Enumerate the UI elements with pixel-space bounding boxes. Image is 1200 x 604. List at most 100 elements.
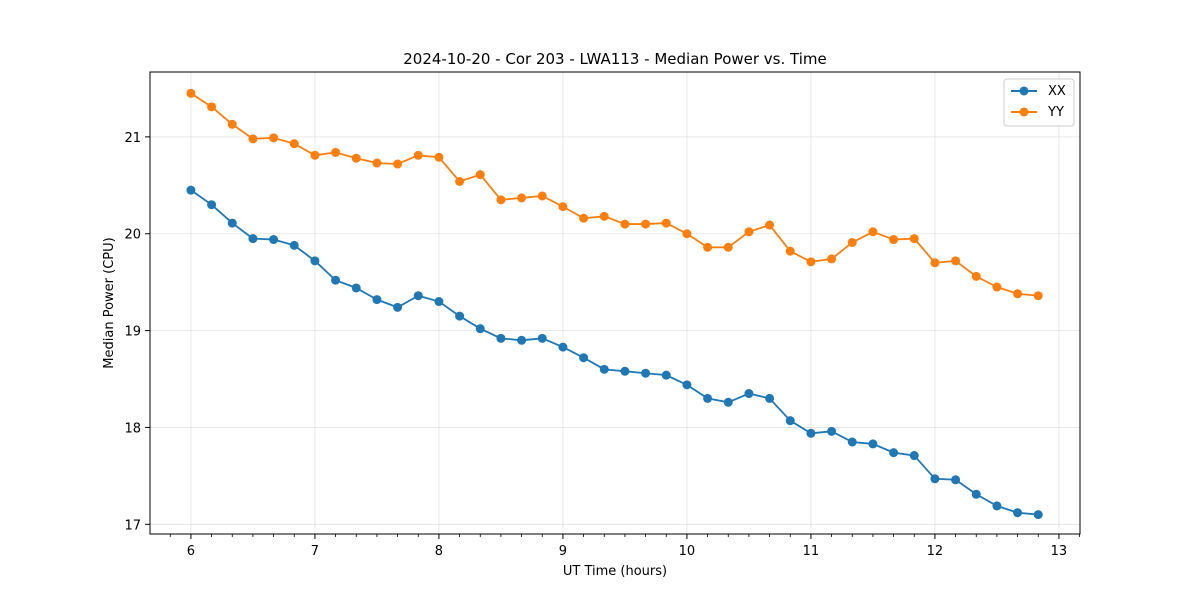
data-point-xx [599,364,609,374]
data-point-xx [744,389,754,399]
y-axis-label: Median Power (CPU) [102,237,117,368]
data-point-yy [703,242,713,252]
data-point-xx [847,437,857,447]
data-point-xx [806,428,816,438]
data-point-xx [889,448,899,458]
legend: XX YY [1003,78,1075,127]
data-point-yy [847,237,857,247]
series-layer [186,88,1043,520]
data-point-xx [579,353,589,363]
data-point-yy [1033,291,1043,301]
data-point-xx [723,397,733,407]
data-point-yy [289,139,299,149]
data-point-yy [930,258,940,268]
data-point-yy [620,219,630,229]
data-point-xx [455,311,465,321]
data-point-yy [186,88,196,98]
x-tick-label: 6 [187,544,195,559]
data-point-yy [434,152,444,162]
data-point-xx [827,426,837,436]
data-point-yy [641,219,651,229]
chart-title: 2024-10-20 - Cor 203 - LWA113 - Median P… [403,50,827,68]
data-point-yy [827,254,837,264]
data-point-xx [413,291,423,301]
data-point-xx [930,474,940,484]
data-point-xx [269,235,279,245]
data-point-yy [1013,289,1023,299]
plot-frame [149,71,1081,535]
legend-marker-yy [1019,107,1029,117]
y-tick-label: 19 [124,325,141,340]
data-point-yy [475,170,485,180]
data-point-yy [806,257,816,267]
data-point-yy [455,176,465,186]
data-point-yy [537,191,547,201]
data-point-yy [372,158,382,168]
data-point-xx [765,393,775,403]
data-point-xx [186,185,196,195]
data-point-yy [579,213,589,223]
data-point-yy [744,227,754,237]
y-tick-label: 17 [124,518,141,533]
data-point-yy [248,134,258,144]
y-tick-label: 21 [124,131,141,146]
x-tick-label: 12 [927,544,944,559]
data-point-xx [1033,510,1043,520]
x-tick-label: 13 [1051,544,1068,559]
data-point-xx [641,368,651,378]
data-point-yy [765,220,775,230]
legend-label-xx: XX [1048,84,1066,99]
data-point-yy [331,147,341,157]
data-point-xx [703,393,713,403]
x-tick-label: 8 [435,544,443,559]
data-point-yy [207,102,217,112]
data-point-yy [558,202,568,212]
y-tick-label: 18 [124,421,141,436]
data-point-xx [331,275,341,285]
data-point-xx [951,475,961,485]
data-point-xx [310,256,320,266]
data-point-yy [951,256,961,266]
data-point-xx [393,302,403,312]
legend-label-yy: YY [1047,105,1064,120]
data-point-yy [868,227,878,237]
data-point-yy [661,218,671,228]
data-point-xx [971,489,981,499]
data-point-xx [868,439,878,449]
x-axis-label: UT Time (hours) [563,564,667,579]
data-point-yy [269,133,279,143]
data-point-yy [909,234,919,244]
tick-layer: 6 7 8 9 10 11 12 13 17 18 19 20 21 [124,131,1080,559]
x-tick-label: 7 [311,544,319,559]
data-point-yy [723,242,733,252]
x-tick-label: 11 [803,544,820,559]
data-point-xx [1013,508,1023,518]
data-point-xx [517,335,527,345]
data-point-xx [289,240,299,250]
data-point-yy [496,195,506,205]
data-point-yy [971,271,981,281]
data-point-yy [599,211,609,221]
data-point-xx [475,324,485,334]
data-point-yy [517,193,527,203]
data-point-xx [248,234,258,244]
data-point-xx [992,501,1002,511]
plot-area [150,72,1080,534]
data-point-xx [434,297,444,307]
data-point-yy [413,150,423,160]
y-tick-label: 20 [124,228,141,243]
x-tick-label: 9 [559,544,567,559]
x-tick-label: 10 [679,544,696,559]
data-point-xx [682,380,692,390]
data-point-yy [682,229,692,239]
data-point-xx [909,451,919,461]
legend-marker-xx [1019,86,1029,96]
data-point-yy [785,246,795,256]
data-point-xx [537,333,547,343]
data-point-xx [372,295,382,305]
data-point-yy [889,235,899,245]
data-point-xx [661,370,671,380]
data-point-xx [620,366,630,376]
